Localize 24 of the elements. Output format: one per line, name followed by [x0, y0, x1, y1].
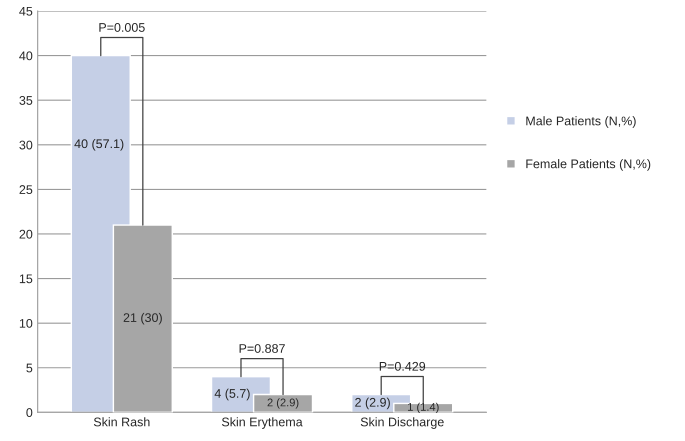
y-tick-label: 25: [20, 185, 32, 194]
x-tick-label: Skin Erythema: [222, 417, 303, 429]
data-label: 40 (57.1): [74, 138, 124, 151]
y-tick-label: 35: [19, 96, 32, 105]
y-tick-label: 40: [19, 51, 32, 60]
y-tick-label: 20: [20, 230, 32, 239]
annotation: P=0.429: [380, 362, 426, 371]
data-label: 2 (2.9): [355, 398, 390, 410]
y-tick-label: 10: [20, 318, 32, 328]
y-tick-label: 0: [26, 408, 32, 417]
x-tick-label: Skin Discharge: [360, 417, 444, 429]
data-label: 1 (1.4): [408, 402, 439, 414]
y-tick-label: 15: [20, 274, 32, 284]
x-tick-label: Skin Rash: [94, 417, 150, 426]
legend-label: Female Patients (N,%): [526, 159, 650, 171]
y-tick-label: 30: [19, 140, 32, 150]
data-label: 21 (30): [124, 312, 162, 325]
annotation: P=0.005: [99, 23, 145, 32]
y-tick-label: 5: [26, 364, 32, 372]
data-label: 2 (2.9): [268, 398, 298, 409]
annotation: P=0.887: [240, 344, 285, 353]
legend-label: Male Patients (N,%): [526, 116, 636, 128]
data-label: 4 (5.7): [214, 388, 250, 400]
y-tick-label: 45: [19, 6, 32, 16]
